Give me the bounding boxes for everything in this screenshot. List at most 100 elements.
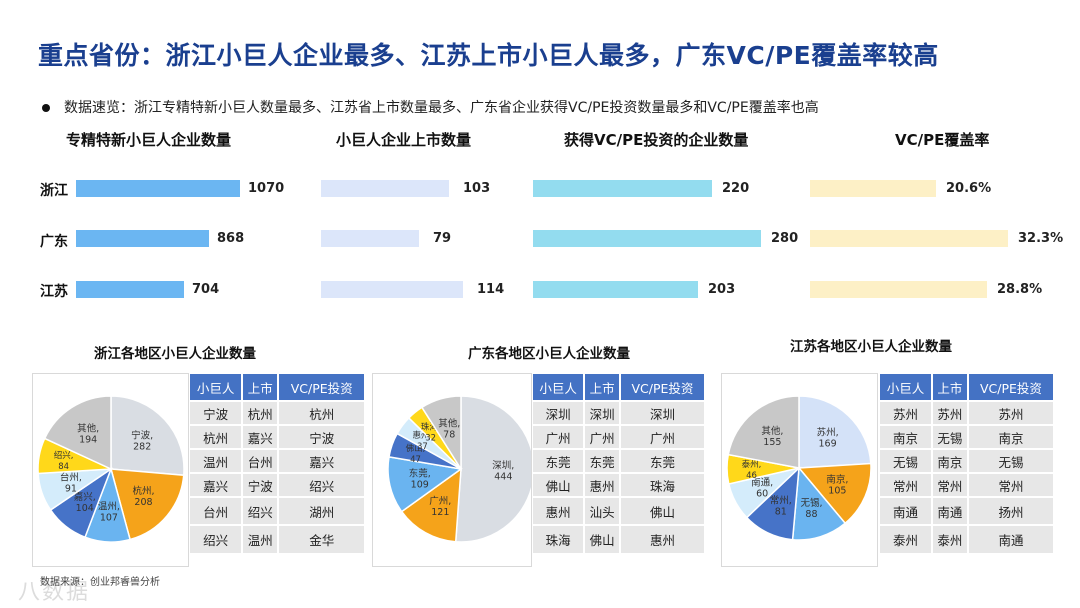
- table-header: VC/PE投资: [968, 374, 1053, 400]
- pie-value: 47: [410, 455, 421, 465]
- page-title: 重点省份：浙江小巨人企业最多、江苏上市小巨人最多，广东VC/PE覆盖率较高: [38, 41, 939, 70]
- bar-value-label: 1070: [248, 181, 285, 196]
- pie-value: 109: [411, 480, 429, 491]
- bullet-dot: [42, 104, 50, 112]
- table-cell: 广州: [533, 426, 584, 448]
- pie-label: 深圳,: [492, 461, 514, 472]
- table-cell: 深圳: [585, 402, 619, 424]
- province-label: 广东: [40, 234, 68, 250]
- table-cell: 苏州: [968, 402, 1053, 424]
- bar-value-label: 103: [463, 181, 491, 196]
- pie-value: 105: [828, 485, 846, 496]
- table-row: 无锡 南京 无锡: [880, 450, 1053, 472]
- pie-value: 121: [431, 507, 449, 518]
- table-cell: 嘉兴: [190, 474, 242, 496]
- pie-value: 81: [775, 507, 787, 518]
- table-cell: 广州: [585, 426, 619, 448]
- bar-value-label: 114: [477, 282, 505, 297]
- table-cell: 佛山: [620, 498, 704, 524]
- table-cell: 常州: [968, 474, 1053, 496]
- pie-value: 104: [76, 503, 94, 514]
- table-cell: 绍兴: [190, 526, 242, 553]
- province-label: 浙江: [40, 183, 68, 199]
- table-cell: 南京: [968, 426, 1053, 448]
- table-row: 绍兴 温州 金华: [190, 526, 364, 553]
- table-row: 常州 常州 常州: [880, 474, 1053, 496]
- pie-label: 东莞,: [409, 468, 431, 480]
- table-cell: 常州: [880, 474, 931, 496]
- pie-value: 107: [100, 512, 118, 523]
- summary-text: 数据速览：浙江专精特新小巨人数量最多、江苏省上市数量最多、广东省企业获得VC/P…: [64, 100, 819, 116]
- pie-chart-zhejiang: 宁波,282 杭州,208 温州,107 嘉兴,104 台州,91 绍兴,84 其他,194: [37, 395, 185, 543]
- table-cell: 宁波: [279, 426, 364, 448]
- pie-value: 88: [805, 509, 817, 520]
- bar-value-label: 868: [217, 231, 245, 246]
- table-cell: 东莞: [585, 450, 619, 472]
- pie-value: 155: [763, 437, 781, 448]
- table-header: VC/PE投资: [620, 374, 704, 400]
- table-cell: 深圳: [533, 402, 584, 424]
- pie-label: 佛山,: [406, 443, 426, 454]
- bar: [76, 180, 240, 197]
- table-cell: 苏州: [932, 402, 967, 424]
- table-cell: 东莞: [620, 450, 704, 472]
- bar: [810, 230, 1008, 247]
- province-label: 江苏: [40, 284, 68, 300]
- table-row: 佛山 惠州 珠海: [533, 474, 704, 496]
- bar-value-label: 28.8%: [997, 282, 1043, 297]
- pie-slice: [797, 462, 872, 525]
- pie-chart-title: 浙江各地区小巨人企业数量: [94, 346, 256, 362]
- table-cell: 东莞: [533, 450, 584, 472]
- watermark-logo: 八数据: [18, 580, 91, 605]
- bar-chart-title: VC/PE覆盖率: [895, 131, 990, 149]
- pie-value: 78: [443, 429, 455, 440]
- table-cell: 常州: [932, 474, 967, 496]
- table-cell: 汕头: [585, 498, 619, 524]
- pie-value: 194: [79, 434, 97, 445]
- table-cell: 南京: [880, 426, 931, 448]
- table-row: 宁波 杭州 杭州: [190, 402, 364, 424]
- bar: [321, 281, 463, 298]
- table-cell: 嘉兴: [243, 426, 278, 448]
- table-cell: 宁波: [243, 474, 278, 496]
- pie-slice: [400, 467, 462, 543]
- pie-label: 台州,: [60, 472, 82, 484]
- bar-chart-title: 专精特新小巨人企业数量: [66, 131, 232, 149]
- table-cell: 惠州: [533, 498, 584, 524]
- pie-chart-frame: 苏州, 169 南京, 105 无锡, 88 常州, 81 南通, 60 泰州, 46 其他, 155: [721, 373, 878, 567]
- pie-slice: [110, 395, 185, 477]
- bar: [810, 281, 987, 298]
- table-cell: 南京: [932, 450, 967, 472]
- bar: [321, 230, 419, 247]
- pie-label: 广州,: [429, 495, 451, 507]
- table-cell: 泰州: [880, 526, 931, 553]
- bar-value-label: 32.3%: [1018, 231, 1064, 246]
- table-cell: 惠州: [620, 526, 704, 553]
- pie-chart-frame: 深圳, 444 广州, 121 东莞, 109 佛山, 47 惠州, 37 珠海, 32 其他, 78: [372, 373, 535, 567]
- pie-value: 282: [133, 441, 151, 452]
- table-cell: 珠海: [533, 526, 584, 553]
- table-row: 温州 台州 嘉兴: [190, 450, 364, 472]
- pie-label: 南通,: [751, 477, 773, 489]
- table-row: 深圳 深圳 深圳: [533, 402, 704, 424]
- pie-label: 嘉兴,: [74, 491, 96, 503]
- bar-value-label: 280: [771, 231, 799, 246]
- table-row: 南通 南通 扬州: [880, 498, 1053, 524]
- bar-chart-title: 获得VC/PE投资的企业数量: [564, 131, 749, 149]
- table-cell: 宁波: [190, 402, 242, 424]
- pie-label: 南京,: [826, 473, 848, 485]
- region-ranking-table: 小巨人 上市 VC/PE投资 深圳 深圳 深圳 广州 广州 广州 东莞 东莞 东莞 佛山 惠州 珠海惠…: [531, 372, 706, 555]
- pie-label: 珠海,: [421, 422, 441, 433]
- table-cell: 南通: [968, 526, 1053, 553]
- table-cell: 温州: [190, 450, 242, 472]
- table-cell: 深圳: [620, 402, 704, 424]
- table-cell: 金华: [279, 526, 364, 553]
- table-cell: 珠海: [620, 474, 704, 496]
- bar-value-label: 203: [708, 282, 736, 297]
- pie-chart-title: 广东各地区小巨人企业数量: [468, 346, 630, 362]
- bar: [76, 281, 184, 298]
- table-cell: 嘉兴: [279, 450, 364, 472]
- table-cell: 台州: [190, 498, 242, 524]
- table-cell: 泰州: [932, 526, 967, 553]
- pie-value: 32: [425, 434, 436, 444]
